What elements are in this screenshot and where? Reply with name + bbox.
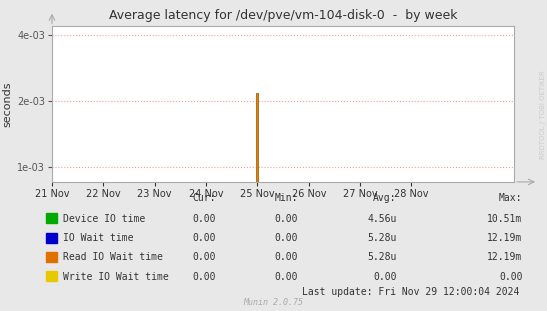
Text: Last update: Fri Nov 29 12:00:04 2024: Last update: Fri Nov 29 12:00:04 2024: [302, 287, 520, 297]
Text: Read IO Wait time: Read IO Wait time: [63, 253, 163, 262]
Text: 5.28u: 5.28u: [367, 233, 397, 243]
Text: Min:: Min:: [275, 193, 298, 202]
Text: Write IO Wait time: Write IO Wait time: [63, 272, 168, 282]
Text: 12.19m: 12.19m: [487, 233, 522, 243]
Text: 0.00: 0.00: [275, 253, 298, 262]
Text: 0.00: 0.00: [275, 233, 298, 243]
Text: 5.28u: 5.28u: [367, 253, 397, 262]
Text: 12.19m: 12.19m: [487, 253, 522, 262]
Text: 0.00: 0.00: [193, 272, 216, 282]
Text: Munin 2.0.75: Munin 2.0.75: [243, 298, 304, 307]
Text: 4.56u: 4.56u: [367, 214, 397, 224]
Y-axis label: seconds: seconds: [3, 81, 13, 127]
Text: 0.00: 0.00: [499, 272, 522, 282]
Text: Max:: Max:: [499, 193, 522, 202]
Text: IO Wait time: IO Wait time: [63, 233, 133, 243]
Text: 10.51m: 10.51m: [487, 214, 522, 224]
Text: RRDTOOL / TOBI OETIKER: RRDTOOL / TOBI OETIKER: [540, 71, 546, 160]
Text: 0.00: 0.00: [275, 272, 298, 282]
Text: 0.00: 0.00: [193, 253, 216, 262]
Title: Average latency for /dev/pve/vm-104-disk-0  -  by week: Average latency for /dev/pve/vm-104-disk…: [109, 10, 457, 22]
Text: 0.00: 0.00: [193, 233, 216, 243]
Text: Avg:: Avg:: [373, 193, 397, 202]
Text: 0.00: 0.00: [275, 214, 298, 224]
Text: 0.00: 0.00: [193, 214, 216, 224]
Text: Cur:: Cur:: [193, 193, 216, 202]
Text: 0.00: 0.00: [373, 272, 397, 282]
Text: Device IO time: Device IO time: [63, 214, 145, 224]
